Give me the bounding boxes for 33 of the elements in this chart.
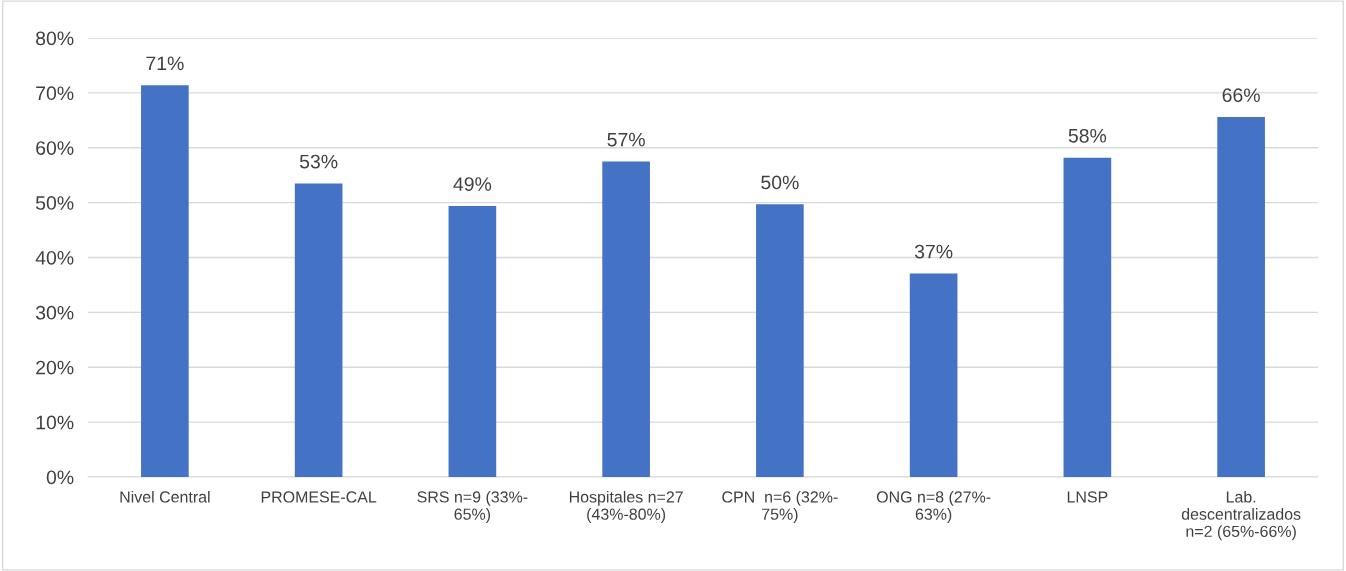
y-tick-label: 10% [36,415,74,430]
bar [141,85,189,477]
bar [909,273,958,477]
y-tick-label: 50% [35,196,74,210]
x-tick-label: SRS n=9 (33%- 65%) [417,490,528,523]
data-label: 49% [453,177,492,191]
bar [448,205,497,477]
data-label: 57% [607,132,645,147]
x-tick-label: LNSP [1067,491,1108,503]
data-label: 50% [761,175,799,190]
y-tick-label: 60% [36,141,74,155]
data-label: 53% [299,154,338,169]
x-tick-label: ONG n=8 (27%- 63%) [876,490,991,523]
bar [294,183,343,477]
y-tick-label: 40% [35,250,74,265]
x-tick-label: PROMESE-CAL [261,491,377,503]
x-tick-label: Nivel Central [120,490,210,503]
y-tick-label: 20% [36,360,74,375]
bar [602,161,650,477]
data-label: 37% [914,244,953,259]
data-label: 71% [146,56,184,71]
x-tick-label: CPN n=6 (32%- 75%) [722,490,838,523]
data-label: 66% [1222,88,1260,103]
x-tick-label: Hospitales n=27 (43%-80%) [569,490,683,523]
bar [756,204,804,477]
x-tick-label: Lab. descentralizados n=2 (65%-66%) [1181,490,1301,541]
y-tick-label: 70% [36,86,74,101]
y-tick-label: 30% [35,305,74,320]
bar [1063,157,1112,477]
y-tick-label: 80% [36,31,74,46]
y-tick-label: 0% [46,470,74,485]
data-label: 58% [1068,128,1107,143]
bar [1217,117,1265,477]
